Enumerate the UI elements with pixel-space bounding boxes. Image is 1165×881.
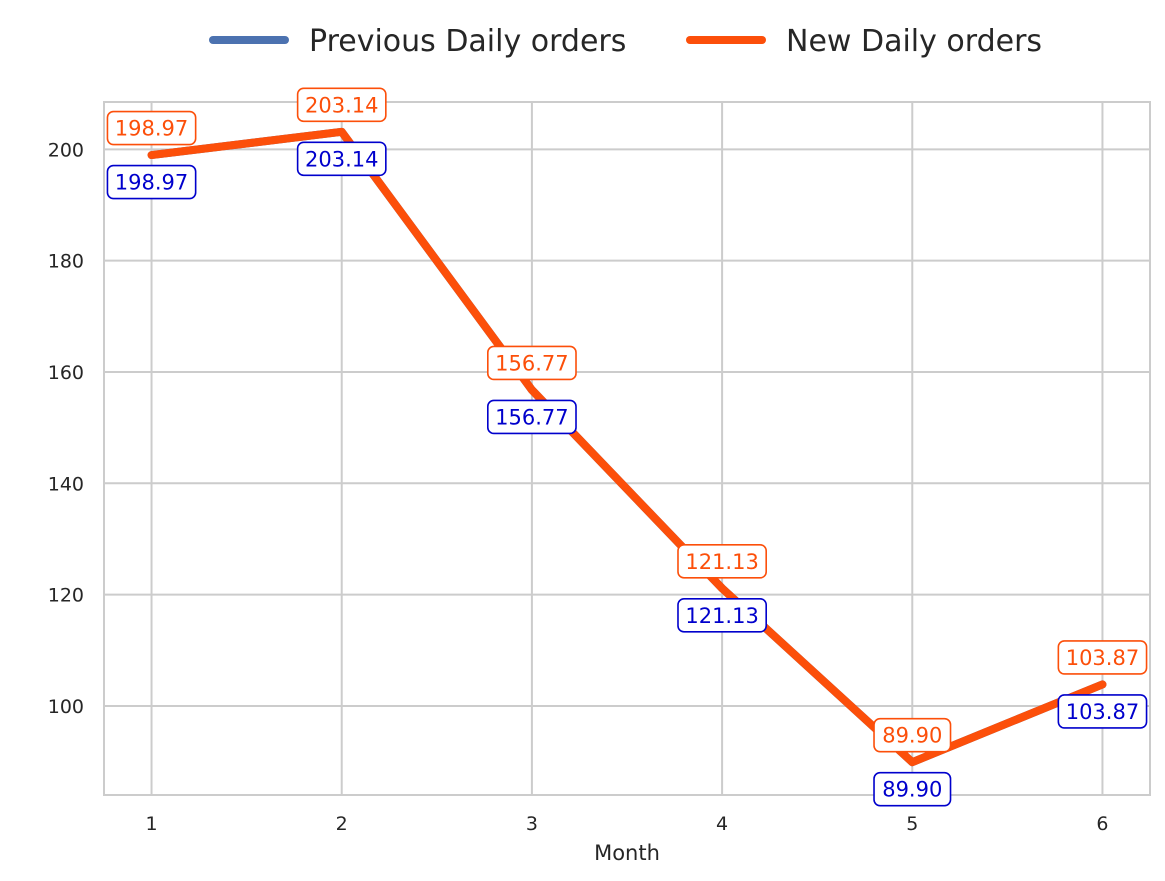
y-tick-label: 140 bbox=[48, 473, 84, 495]
x-axis-title: Month bbox=[594, 841, 660, 865]
data-label-box bbox=[677, 544, 767, 579]
data-label-box bbox=[487, 345, 577, 381]
y-tick-label: 120 bbox=[48, 585, 84, 607]
data-label-series-2: 103.87 bbox=[1057, 640, 1148, 675]
data-label-series-1: 121.13 bbox=[677, 598, 767, 633]
data-label-series-1: 156.77 bbox=[487, 399, 577, 435]
series-line-2 bbox=[147, 127, 1107, 767]
legend: Previous Daily orders New Daily orders bbox=[209, 24, 1042, 59]
data-label-series-1: 89.90 bbox=[873, 771, 952, 807]
data-label-box bbox=[1057, 640, 1148, 675]
legend-label: Previous Daily orders bbox=[309, 24, 626, 59]
data-label-box bbox=[873, 717, 952, 753]
legend-label: New Daily orders bbox=[786, 24, 1042, 59]
data-label-box bbox=[296, 141, 387, 177]
data-label-text: 103.87 bbox=[1066, 700, 1139, 724]
data-label-box bbox=[106, 164, 197, 200]
grid bbox=[104, 102, 1150, 795]
data-label-text: 89.90 bbox=[882, 778, 942, 802]
data-label-text: 89.90 bbox=[882, 724, 942, 748]
data-label-text: 103.87 bbox=[1066, 646, 1139, 670]
x-tick-label: 1 bbox=[145, 813, 157, 835]
data-label-text: 156.77 bbox=[495, 405, 568, 429]
y-tick-label: 160 bbox=[48, 362, 84, 384]
data-label-text: 121.13 bbox=[685, 604, 758, 628]
data-label-series-1: 203.14 bbox=[296, 141, 387, 177]
y-tick-label: 180 bbox=[48, 251, 84, 273]
data-label-text: 121.13 bbox=[685, 550, 758, 574]
data-label-box bbox=[296, 87, 387, 123]
data-label-text: 198.97 bbox=[115, 171, 188, 195]
data-label-box bbox=[106, 110, 197, 146]
data-label-text: 203.14 bbox=[305, 93, 378, 117]
x-tick-label: 5 bbox=[906, 813, 918, 835]
series-line-1 bbox=[147, 127, 1107, 767]
data-label-series-1: 198.97 bbox=[106, 164, 197, 200]
data-label-series-2: 121.13 bbox=[677, 544, 767, 579]
data-labels: 198.97 203.14 156.77 121.13 89.90 103.87 198.9… bbox=[106, 87, 1148, 807]
y-axis-ticks: 100 120 140 160 180 200 bbox=[48, 139, 84, 718]
data-label-series-1: 103.87 bbox=[1057, 694, 1148, 729]
data-label-series-2: 198.97 bbox=[106, 110, 197, 146]
data-label-text: 198.97 bbox=[115, 117, 188, 141]
data-label-series-2: 156.77 bbox=[487, 345, 577, 381]
legend-item-2: New Daily orders bbox=[686, 24, 1042, 59]
data-label-text: 156.77 bbox=[495, 351, 568, 375]
y-tick-label: 100 bbox=[48, 696, 84, 718]
data-label-box bbox=[1057, 694, 1148, 729]
data-label-box bbox=[873, 771, 952, 807]
x-tick-label: 3 bbox=[526, 813, 538, 835]
data-label-box bbox=[487, 399, 577, 435]
data-label-box bbox=[677, 598, 767, 633]
x-tick-label: 6 bbox=[1096, 813, 1108, 835]
x-tick-label: 2 bbox=[336, 813, 348, 835]
data-label-series-2: 89.90 bbox=[873, 717, 952, 753]
plot-frame bbox=[103, 101, 1151, 796]
data-label-series-2: 203.14 bbox=[296, 87, 387, 123]
x-tick-label: 4 bbox=[716, 813, 728, 835]
x-axis-ticks: 1 2 3 4 5 6 bbox=[145, 813, 1108, 835]
y-tick-label: 200 bbox=[48, 139, 84, 161]
data-label-text: 203.14 bbox=[305, 147, 378, 171]
legend-item-1: Previous Daily orders bbox=[209, 24, 626, 59]
series-lines bbox=[147, 127, 1107, 767]
